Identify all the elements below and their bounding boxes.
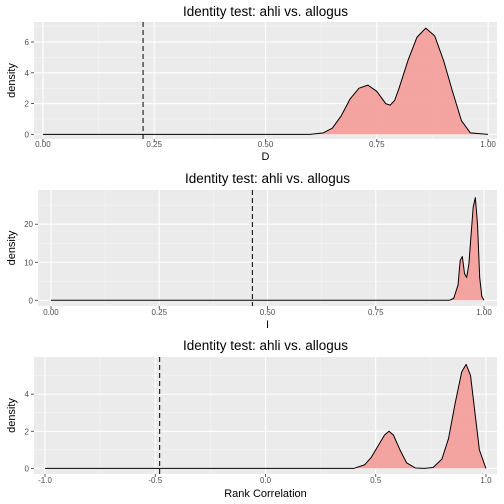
- x-tick-label: 0.50: [258, 140, 274, 149]
- x-tick-label: 0.75: [368, 308, 384, 317]
- x-tick-label: 0.00: [43, 308, 59, 317]
- y-axis-title: density: [6, 63, 18, 98]
- density-area: [42, 28, 489, 135]
- x-axis-title: D: [262, 151, 270, 163]
- x-tick-label: 0.50: [260, 308, 276, 317]
- y-tick-label: 2: [25, 100, 30, 109]
- x-tick-label: 0.25: [146, 140, 162, 149]
- y-tick-label: 6: [25, 38, 30, 47]
- y-tick-label: 0: [29, 296, 34, 305]
- y-tick-label: 4: [25, 69, 30, 78]
- x-tick-label: 0.25: [151, 308, 167, 317]
- y-tick-label: 0: [25, 130, 30, 139]
- density-line: [50, 197, 485, 301]
- chart-panel-2: 0.00 0.25 0.50 0.75 1.00 0 10 20 Identity test: …: [6, 171, 497, 331]
- x-tick-label: 0.75: [369, 140, 385, 149]
- x-tick-label: 1.00: [476, 308, 492, 317]
- density-line: [42, 27, 489, 135]
- x-tick-label: 1.00: [480, 140, 496, 149]
- y-tick-label: 20: [24, 220, 33, 229]
- y-tick-label: 4: [25, 390, 30, 399]
- y-tick-label: 0: [25, 464, 30, 473]
- y-axis-title: density: [6, 230, 18, 265]
- chart-panel-3: -1.0 -0.5 0.0 0.5 1.0 0 2 4 Identity test: ahli …: [6, 338, 497, 500]
- chart-title: Identity test: ahli vs. allogus: [183, 4, 348, 19]
- density-line: [45, 363, 487, 469]
- y-axis-title: density: [6, 398, 18, 433]
- x-tick-label: 0.00: [35, 140, 51, 149]
- y-tick-label: 2: [25, 427, 30, 436]
- x-tick-label: -1.0: [38, 476, 52, 485]
- x-tick-label: 1.0: [480, 476, 492, 485]
- chart-panel-1: 0.00 0.25 0.50 0.75 1.00 0 2 4 6 Identity test: a…: [6, 4, 497, 163]
- x-tick-label: -0.5: [148, 476, 162, 485]
- x-axis-title: Rank Correlation: [224, 488, 307, 500]
- y-tick-label: 10: [24, 258, 33, 267]
- chart-title: Identity test: ahli vs. allogus: [185, 171, 350, 186]
- x-tick-label: 0.5: [370, 476, 382, 485]
- chart-title: Identity test: ahli vs. allogus: [183, 338, 348, 353]
- x-tick-label: 0.0: [260, 476, 272, 485]
- x-axis-title: I: [266, 319, 269, 331]
